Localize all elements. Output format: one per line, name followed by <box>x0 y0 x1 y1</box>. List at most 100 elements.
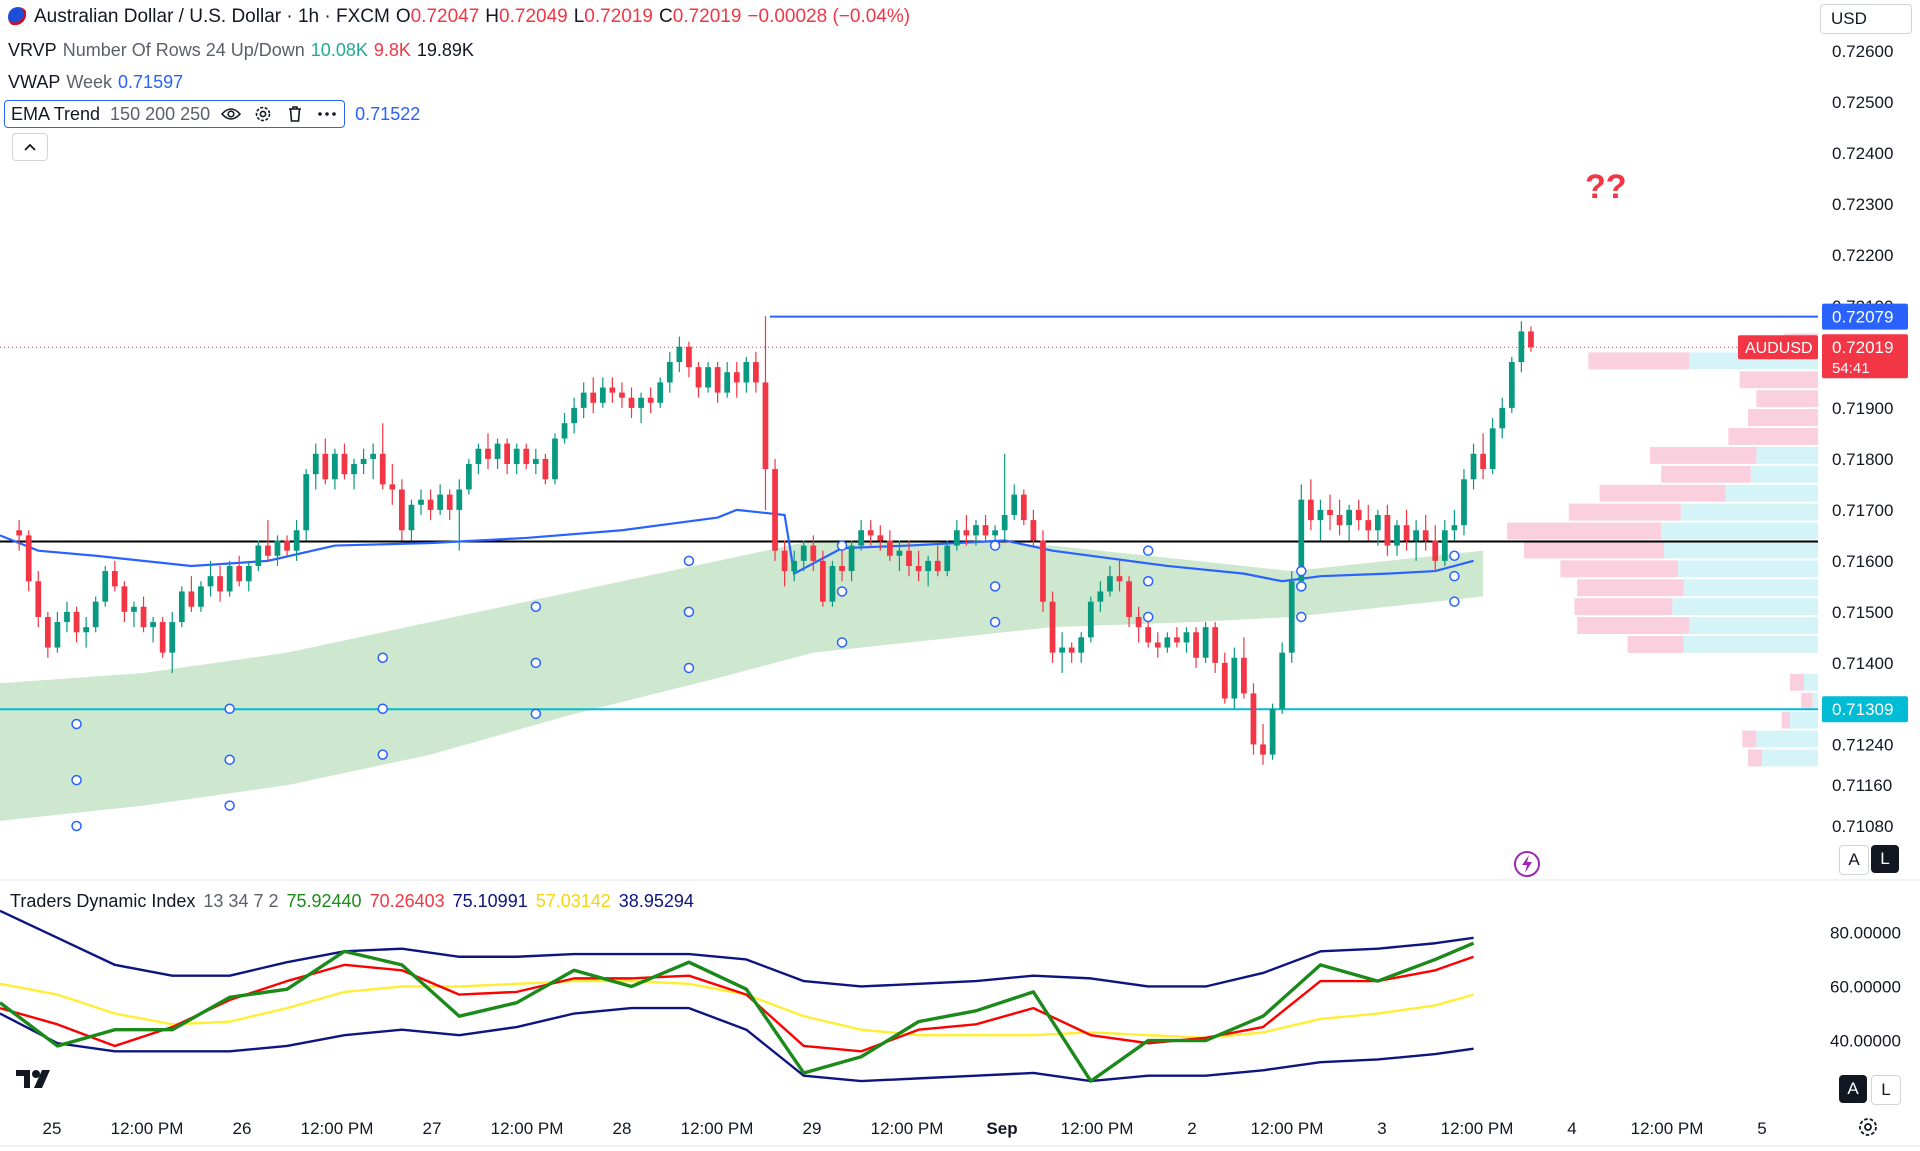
ema-marker <box>224 800 235 811</box>
candle-body <box>571 407 577 424</box>
candle-body <box>408 504 415 531</box>
candle <box>1403 509 1410 551</box>
candle-body <box>963 530 970 536</box>
ema-legend[interactable]: EMA Trend 150 200 250 0.71522 <box>4 100 420 128</box>
candle-body <box>839 565 845 572</box>
ema-legend-box[interactable]: EMA Trend 150 200 250 <box>4 100 346 128</box>
tdi-tick-label: 80.00000 <box>1830 923 1901 942</box>
ema-markers <box>71 540 1460 832</box>
change-value: −0.00028 (−0.04%) <box>747 6 911 27</box>
trash-icon[interactable] <box>284 103 306 125</box>
vrvp-name: VRVP <box>8 40 57 60</box>
candle-body <box>437 494 444 510</box>
candle-body <box>360 458 367 464</box>
candle <box>714 362 721 403</box>
tdi-log-button[interactable]: L <box>1871 1075 1901 1105</box>
gear-icon[interactable] <box>252 103 274 125</box>
candle-body <box>1183 632 1190 643</box>
ema-marker <box>836 540 848 551</box>
ema-value: 0.71522 <box>355 103 421 124</box>
candle <box>83 616 89 648</box>
low-label: L <box>573 6 585 27</box>
candle-body <box>312 453 319 475</box>
vp-row-down <box>1756 390 1818 408</box>
candle <box>188 576 195 612</box>
candle <box>1164 632 1171 653</box>
time-tick-label: 12:00 PM <box>301 1119 374 1138</box>
candle <box>1107 565 1113 597</box>
candle-body <box>848 545 855 572</box>
time-tick-label: 12:00 PM <box>1251 1119 1324 1138</box>
vp-row-up <box>1680 503 1818 521</box>
candle <box>810 535 817 572</box>
ema-marker <box>377 749 388 760</box>
vp-row-up <box>1689 617 1818 635</box>
candle-body <box>1154 642 1161 648</box>
lightning-icon[interactable] <box>1512 849 1542 884</box>
ema-marker <box>530 657 542 669</box>
candle-body <box>111 571 118 587</box>
candle <box>705 362 711 393</box>
vp-row-down <box>1599 484 1726 502</box>
candle-body <box>207 576 214 587</box>
ema-marker <box>1449 596 1460 607</box>
candle <box>638 392 644 424</box>
candle-body <box>1441 530 1448 561</box>
vwap-legend[interactable]: VWAP Week 0.71597 <box>8 72 183 93</box>
candle <box>1413 520 1419 561</box>
currency-select[interactable]: USD <box>1820 4 1912 34</box>
candle <box>111 560 118 592</box>
candle <box>494 438 501 470</box>
vp-row-down <box>1560 560 1678 578</box>
chevron-up-icon <box>24 143 36 151</box>
candle <box>437 484 444 515</box>
eye-icon[interactable] <box>220 103 242 125</box>
vrvp-legend[interactable]: VRVP Number Of Rows 24 Up/Down 10.08K 9.… <box>8 40 474 61</box>
tdi-auto-button[interactable]: A <box>1839 1075 1867 1103</box>
candle-body <box>599 387 606 403</box>
candle-body <box>1011 494 1018 515</box>
candle-body <box>1020 494 1027 521</box>
candle-body <box>236 565 243 582</box>
candle-body <box>590 392 597 403</box>
time-tick-label: 26 <box>233 1119 252 1138</box>
more-icon[interactable] <box>316 103 338 125</box>
ema-marker <box>683 662 695 674</box>
collapse-legend-button[interactable] <box>12 133 48 161</box>
vp-row-down <box>1748 409 1818 427</box>
candle <box>427 489 434 521</box>
candle <box>1049 591 1056 663</box>
question-annotation[interactable]: ?? <box>1585 168 1627 206</box>
candle <box>312 443 319 490</box>
time-tick-label: 27 <box>423 1119 442 1138</box>
candle-body <box>35 581 42 617</box>
candle-body <box>418 499 424 505</box>
axes: 0.726000.725000.724000.723000.722000.721… <box>43 42 1901 1138</box>
candle-body <box>532 458 539 464</box>
candle <box>207 560 214 597</box>
time-tick-label: 2 <box>1187 1119 1196 1138</box>
log-scale-button[interactable]: L <box>1871 845 1899 873</box>
time-tick-label: 4 <box>1567 1119 1576 1138</box>
candle <box>1001 453 1008 541</box>
candle <box>772 458 778 561</box>
vp-row-down <box>1790 673 1804 691</box>
vp-row-up <box>1683 636 1818 653</box>
candle <box>1068 642 1075 663</box>
candle-body <box>245 565 252 582</box>
settings-icon[interactable] <box>1856 1115 1880 1144</box>
candle <box>839 545 845 582</box>
vp-row-down <box>1577 579 1684 597</box>
ema-marker <box>1142 545 1154 556</box>
candle-body <box>1116 576 1123 582</box>
ema-marker <box>71 774 82 786</box>
auto-scale-button[interactable]: A <box>1839 845 1869 875</box>
candle <box>169 611 176 674</box>
candle <box>379 423 386 490</box>
candle-body <box>886 540 893 556</box>
price-tick-label: 0.71800 <box>1832 450 1893 469</box>
tdi-legend[interactable]: Traders Dynamic Index 13 34 7 2 75.92440… <box>10 891 694 912</box>
candle-body <box>1508 362 1515 408</box>
candle-body <box>925 560 932 572</box>
